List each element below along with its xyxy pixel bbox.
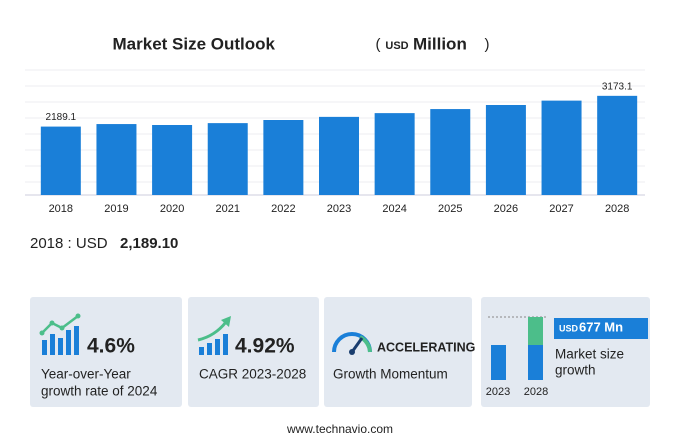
value-label: 2189.1 [46, 112, 77, 123]
chart-title: Market Size Outlook [113, 34, 276, 53]
card-text: growth rate of 2024 [41, 384, 158, 399]
card-text: CAGR 2023-2028 [199, 367, 306, 382]
x-tick-label: 2021 [215, 203, 239, 215]
x-tick-label: 2018 [49, 203, 73, 215]
card-value: ACCELERATING [377, 340, 475, 354]
gauge-icon [332, 332, 372, 355]
bar [207, 123, 248, 195]
base-value: 2,189.10 [120, 235, 178, 252]
unit-open: ( [376, 36, 381, 53]
bar [319, 116, 359, 195]
unit-scale: Million [413, 34, 467, 53]
bar [541, 100, 582, 195]
card [324, 297, 472, 407]
mini-year: 2023 [486, 386, 510, 398]
card-value: 4.92% [235, 335, 295, 358]
bar [374, 113, 415, 195]
card-text: Year-over-Year [41, 367, 131, 382]
unit-currency: USD [385, 40, 408, 52]
bar [430, 109, 471, 195]
bar [485, 105, 526, 195]
bar [152, 125, 193, 195]
x-tick-label: 2019 [104, 203, 128, 215]
bar [40, 126, 81, 195]
card-text: growth [555, 363, 596, 378]
x-tick-label: 2028 [605, 203, 629, 215]
growth-badge [554, 318, 648, 339]
x-tick-label: 2022 [271, 203, 295, 215]
base-label: 2018 : USD [30, 235, 108, 252]
card [188, 297, 319, 407]
bar [597, 95, 638, 195]
x-tick-label: 2023 [327, 203, 351, 215]
x-tick-label: 2020 [160, 203, 184, 215]
cagr-icon [197, 316, 231, 355]
x-tick-label: 2027 [549, 203, 573, 215]
value-label: 3173.1 [602, 81, 633, 92]
x-tick-label: 2024 [382, 203, 406, 215]
x-tick-label: 2025 [438, 203, 462, 215]
footer: www.technavio.com [286, 422, 393, 436]
growth-icon [39, 313, 81, 355]
card-text: Market size [555, 347, 624, 362]
badge-value: 677 Mn [579, 319, 623, 334]
title-group: Market Size Outlook ( USD Million ) [113, 34, 490, 53]
bar-group: 2018 2189.1 2019 2020 2021 2022 2023 2024 2025 20… [40, 81, 638, 215]
badge-currency: USD [559, 323, 579, 333]
unit-close: ) [485, 36, 490, 53]
x-tick-label: 2026 [494, 203, 518, 215]
mini-year: 2028 [524, 386, 548, 398]
card-value: 4.6% [87, 335, 135, 358]
bar [96, 124, 137, 195]
mini-bars [488, 316, 548, 380]
card-text: Growth Momentum [333, 367, 448, 382]
bar [263, 120, 304, 195]
